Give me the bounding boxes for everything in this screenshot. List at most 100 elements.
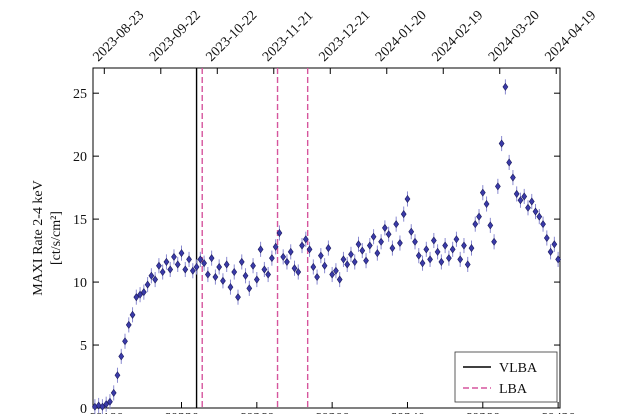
data-point: [223, 260, 230, 269]
data-point: [502, 82, 509, 91]
data-point: [314, 273, 320, 282]
data-point: [385, 230, 392, 239]
data-point: [204, 270, 211, 279]
data-point: [253, 275, 260, 284]
data-point: [122, 337, 128, 346]
data-point: [272, 242, 279, 251]
data-point: [261, 265, 268, 274]
x-tick-label: 60220: [164, 411, 199, 414]
data-point: [257, 245, 264, 254]
data-point: [148, 271, 155, 280]
y-tick-label: 25: [73, 87, 87, 102]
data-point: [197, 255, 204, 264]
data-point: [321, 261, 328, 270]
data-point: [227, 283, 234, 292]
data-point: [250, 261, 256, 270]
data-point: [461, 241, 467, 250]
plot-frame: [92, 67, 561, 409]
top-x-tick-label: 2024-01-20: [373, 8, 430, 65]
data-point: [186, 255, 192, 264]
x-tick-label: 60340: [390, 411, 425, 414]
data-point: [163, 257, 170, 266]
data-point: [543, 233, 550, 243]
x-tick-label: 60420: [541, 411, 576, 414]
data-point: [284, 257, 290, 266]
y-tick-label: 0: [80, 402, 87, 414]
data-point: [528, 197, 535, 206]
data-point: [498, 139, 505, 148]
data-point: [453, 235, 460, 244]
data-point: [506, 158, 513, 167]
data-point: [310, 262, 317, 271]
data-point: [483, 199, 490, 209]
data-point: [325, 244, 332, 253]
data-point: [189, 266, 196, 275]
data-point: [220, 276, 226, 285]
data-point: [269, 254, 275, 263]
data-point: [144, 280, 151, 289]
y-tick-label: 5: [80, 339, 87, 354]
data-point: [351, 257, 358, 266]
data-point: [555, 255, 561, 264]
data-point: [536, 212, 543, 221]
data-point: [276, 228, 283, 237]
data-point: [306, 245, 313, 254]
data-point: [317, 251, 324, 260]
data-point: [408, 227, 415, 236]
data-point: [182, 265, 189, 274]
y-tick-label: 20: [73, 150, 87, 165]
data-point: [174, 260, 181, 269]
data-point: [336, 275, 343, 284]
y-tick-label: 10: [73, 276, 87, 291]
data-point: [216, 262, 223, 271]
y-axis-label: MAXI Rate 2-4 keV: [31, 180, 46, 295]
data-point: [476, 212, 482, 221]
data-point: [438, 257, 445, 266]
data-point: [389, 244, 396, 253]
data-point: [378, 237, 384, 246]
data-point: [547, 247, 554, 256]
x-tick-label: 60300: [315, 411, 350, 414]
data-point: [140, 288, 147, 297]
top-x-tick-label: 2023-10-22: [204, 8, 261, 65]
data-point: [287, 247, 294, 256]
data-point: [449, 245, 456, 254]
data-point: [415, 251, 422, 260]
data-point: [212, 273, 219, 282]
y-tick-label: 15: [73, 213, 87, 228]
data-point: [299, 241, 305, 250]
x-tick-label: 60260: [239, 411, 274, 414]
data-point: [551, 240, 558, 249]
x-tick-label: 60180: [89, 411, 124, 414]
data-point: [340, 255, 347, 264]
data-point: [355, 240, 362, 249]
data-point: [532, 207, 539, 216]
data-point: [457, 255, 464, 264]
top-x-tick-label: 2024-03-20: [486, 8, 543, 65]
data-point: [521, 192, 528, 201]
data-point: [118, 352, 125, 361]
data-point: [430, 236, 437, 245]
data-point: [370, 232, 377, 241]
data-point: [178, 249, 185, 258]
data-point: [295, 267, 302, 277]
data-point: [280, 252, 287, 261]
data-point: [442, 241, 449, 250]
data-point: [427, 255, 433, 264]
data-point: [156, 261, 162, 270]
data-point: [242, 271, 249, 280]
data-point: [235, 293, 241, 302]
data-point: [366, 241, 373, 250]
data-point: [344, 260, 351, 269]
top-x-tick-label: 2023-08-23: [91, 8, 148, 65]
data-point: [265, 270, 271, 279]
data-point: [479, 188, 486, 197]
data-point: [107, 397, 113, 406]
data-point: [114, 371, 121, 380]
data-point: [434, 247, 441, 256]
data-point: [513, 189, 520, 198]
data-point: [468, 244, 475, 253]
x-tick-label: 60380: [465, 411, 500, 414]
data-point: [472, 220, 479, 229]
